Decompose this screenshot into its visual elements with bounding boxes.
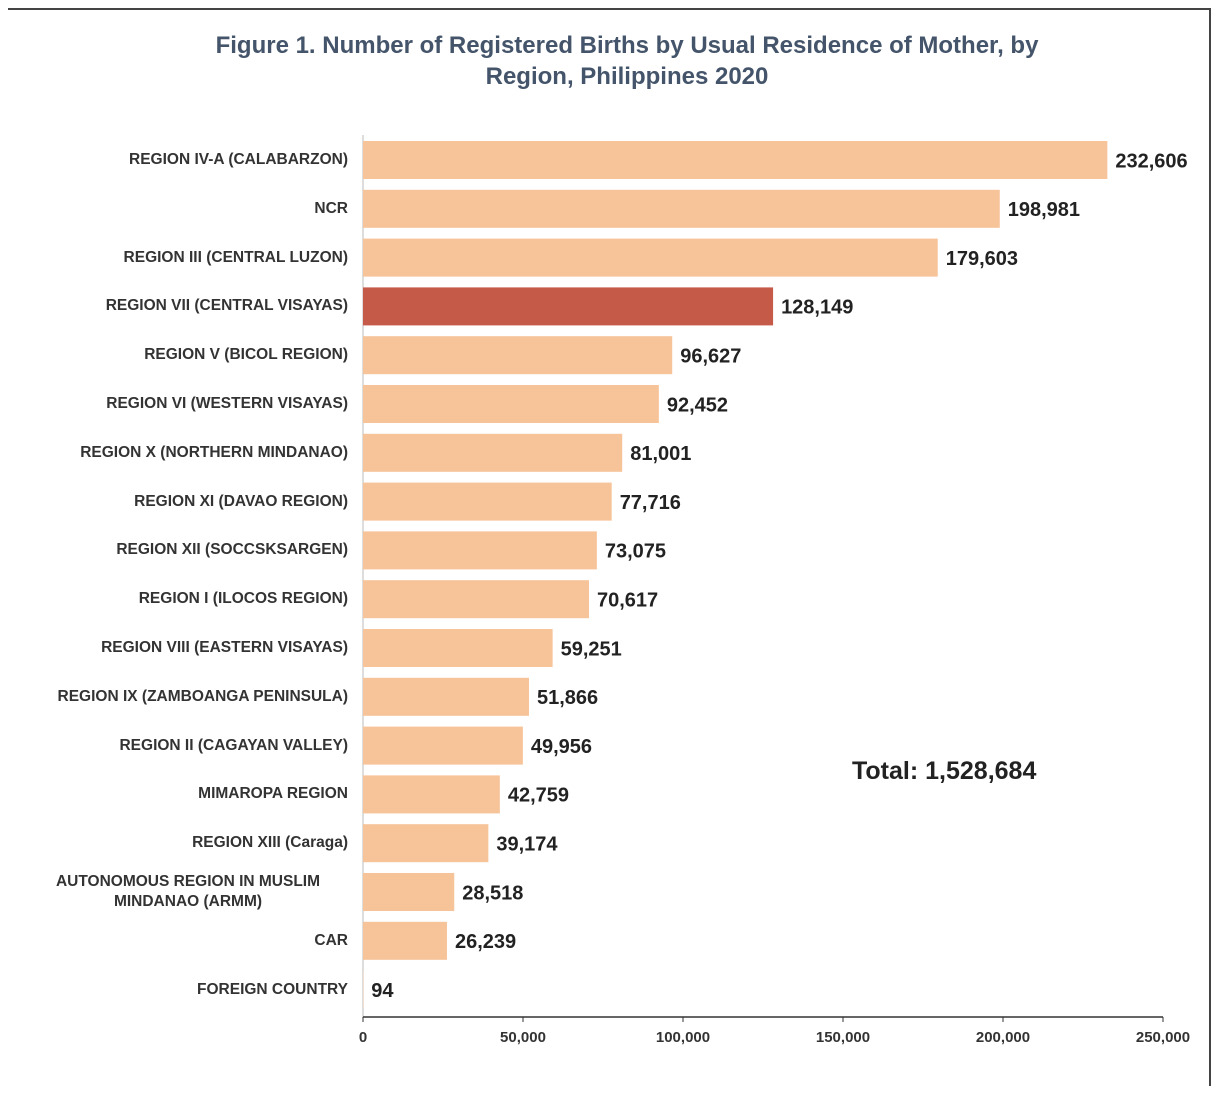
y-tick-label: REGION XI (DAVAO REGION) [134, 492, 348, 510]
bar [363, 385, 659, 423]
bar [363, 482, 612, 521]
x-tick-label: 50,000 [500, 1029, 546, 1046]
y-tick-label: REGION XII (SOCCSKSARGEN) [116, 541, 348, 559]
bar [363, 189, 1000, 228]
data-label: 198,981 [1008, 199, 1080, 221]
data-label: 59,251 [561, 638, 622, 660]
y-tick-label: CAR [314, 931, 348, 949]
data-label: 96,627 [680, 345, 741, 367]
y-tick-label: REGION IV-A (CALABARZON) [129, 151, 348, 168]
x-tick-label: 100,000 [656, 1029, 710, 1046]
bar [363, 336, 673, 375]
bar [363, 287, 774, 326]
data-label: 73,075 [605, 541, 666, 563]
data-label: 28,518 [462, 882, 523, 904]
bar [363, 433, 623, 472]
y-tick-label: REGION I (ILOCOS REGION) [138, 590, 348, 608]
x-tick-label: 200,000 [976, 1029, 1030, 1046]
data-label: 42,759 [508, 785, 569, 807]
y-tick-label: REGION XIII (Caraga) [192, 834, 348, 852]
y-tick-label: REGION IX (ZAMBOANGA PENINSULA) [57, 687, 348, 705]
data-label: 92,452 [667, 394, 728, 416]
frame [8, 8, 1211, 1086]
bar [363, 141, 1108, 179]
data-label: 179,603 [946, 248, 1018, 270]
data-label: 128,149 [781, 297, 853, 319]
data-label: 232,606 [1115, 150, 1187, 172]
chart-title: Figure 1. Number of Registered Births by… [215, 32, 1039, 90]
bar [363, 824, 489, 863]
bar [363, 238, 938, 277]
data-label: 26,239 [455, 931, 516, 953]
data-label: 77,716 [620, 492, 681, 514]
bar [363, 775, 500, 814]
bar [363, 873, 455, 911]
y-tick-label: REGION VII (CENTRAL VISAYAS) [105, 297, 348, 315]
x-tick-label: 150,000 [816, 1029, 870, 1046]
data-label: 51,866 [537, 687, 598, 709]
data-label: 70,617 [597, 589, 658, 611]
y-tick-label: REGION II (CAGAYAN VALLEY) [119, 736, 348, 754]
y-tick-label: REGION X (NORTHERN MINDANAO) [80, 443, 348, 461]
data-label: 39,174 [496, 833, 558, 855]
data-label: 94 [371, 980, 394, 1002]
y-tick-label: REGION III (CENTRAL LUZON) [123, 248, 348, 266]
y-tick-label: REGION V (BICOL REGION) [144, 346, 348, 364]
bar [363, 580, 589, 619]
annotation: Total: 1,528,684 [852, 757, 1037, 785]
bar [363, 531, 597, 570]
bar [363, 921, 447, 960]
bar [363, 677, 529, 716]
y-tick-label: FOREIGN COUNTRY [197, 980, 348, 998]
data-label: 49,956 [531, 736, 592, 758]
y-tick-label: NCR [314, 199, 348, 217]
x-tick-label: 0 [359, 1029, 367, 1046]
x-tick-label: 250,000 [1136, 1029, 1190, 1046]
y-tick-label: REGION VI (WESTERN VISAYAS) [106, 395, 348, 412]
data-label: 81,001 [630, 443, 691, 465]
y-tick-label: MIMAROPA REGION [198, 785, 348, 803]
y-tick-label: REGION VIII (EASTERN VISAYAS) [101, 639, 348, 656]
y-tick-label: AUTONOMOUS REGION IN MUSLIM MINDANAO (AR… [55, 873, 321, 910]
bar [363, 726, 523, 765]
bar [363, 629, 553, 667]
